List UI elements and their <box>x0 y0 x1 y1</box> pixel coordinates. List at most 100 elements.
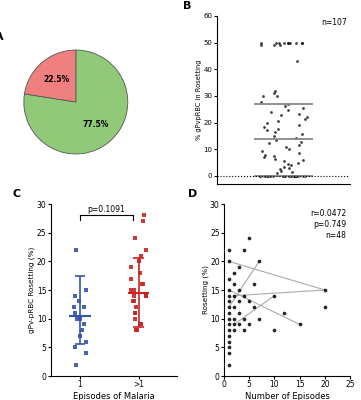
Point <box>296 142 302 148</box>
Point <box>236 321 242 328</box>
Point <box>278 168 283 174</box>
Point <box>241 316 247 322</box>
Point <box>138 252 144 259</box>
Point <box>283 173 288 179</box>
Point <box>272 156 278 162</box>
Point <box>293 135 299 141</box>
Point <box>267 173 273 179</box>
Point <box>262 152 268 158</box>
Point <box>231 292 237 299</box>
Point <box>133 304 139 310</box>
Point <box>278 112 284 119</box>
Point <box>280 173 286 179</box>
Point <box>297 321 303 328</box>
Point <box>296 173 301 179</box>
Point <box>226 327 232 333</box>
Point <box>281 40 287 46</box>
Point <box>274 93 279 99</box>
Point <box>83 338 89 345</box>
Point <box>226 310 232 316</box>
Point <box>291 173 297 179</box>
Text: C: C <box>13 189 21 199</box>
Point <box>273 40 279 46</box>
Point <box>226 298 232 305</box>
Point <box>256 316 262 322</box>
Point <box>322 304 328 310</box>
Point <box>282 310 287 316</box>
Point <box>236 287 242 293</box>
Point <box>271 133 277 139</box>
Point <box>300 157 306 163</box>
Point <box>129 287 134 293</box>
Point <box>273 136 279 143</box>
Point <box>258 99 264 106</box>
Point <box>291 173 297 179</box>
Point <box>140 281 146 288</box>
Point <box>282 103 288 109</box>
Point <box>241 292 247 299</box>
Legend: Positive, Negative: Positive, Negative <box>225 38 273 58</box>
Point <box>275 125 281 132</box>
Point <box>275 118 281 124</box>
Point <box>271 327 277 333</box>
Wedge shape <box>24 50 128 154</box>
Text: B: B <box>183 1 192 11</box>
Point <box>241 247 247 253</box>
Point <box>266 140 272 147</box>
Point <box>289 169 295 175</box>
X-axis label: Number of Episodes: Number of Episodes <box>244 392 330 400</box>
Text: 77.5%: 77.5% <box>82 120 109 130</box>
Point <box>139 281 145 288</box>
Point <box>226 350 232 356</box>
Point <box>301 173 306 179</box>
Point <box>72 292 78 299</box>
Point <box>296 110 302 117</box>
Point <box>258 42 264 48</box>
Point <box>265 173 270 179</box>
Point <box>246 321 252 328</box>
Point <box>295 160 301 166</box>
Point <box>143 292 149 299</box>
Point <box>226 275 232 282</box>
Point <box>236 264 242 270</box>
Point <box>299 40 304 46</box>
Point <box>231 327 237 333</box>
Point <box>128 264 134 270</box>
Point <box>261 154 266 160</box>
Point <box>136 258 142 264</box>
Point <box>83 350 88 356</box>
Point <box>226 344 232 350</box>
Point <box>261 173 266 179</box>
Point <box>257 173 262 179</box>
Point <box>296 150 302 156</box>
Point <box>137 270 143 276</box>
Point <box>266 173 272 179</box>
Point <box>277 42 283 48</box>
Point <box>231 270 237 276</box>
Point <box>131 292 137 299</box>
Point <box>322 287 328 293</box>
Point <box>226 333 232 339</box>
Point <box>299 40 305 46</box>
Point <box>236 310 242 316</box>
Point <box>251 281 257 288</box>
Point <box>287 173 293 179</box>
Point <box>226 258 232 264</box>
Point <box>277 166 283 172</box>
Point <box>251 304 257 310</box>
Point <box>226 304 232 310</box>
Point <box>83 287 88 293</box>
Point <box>81 321 87 328</box>
Point <box>226 321 232 328</box>
Y-axis label: % gPvpRBC in Rosetting: % gPvpRBC in Rosetting <box>196 60 202 140</box>
Point <box>132 235 138 242</box>
Point <box>293 40 299 46</box>
Point <box>72 310 78 316</box>
Point <box>226 292 232 299</box>
Point <box>129 275 134 282</box>
Point <box>256 258 262 264</box>
Point <box>270 173 276 179</box>
Point <box>293 173 299 179</box>
Point <box>231 316 237 322</box>
Point <box>74 316 80 322</box>
